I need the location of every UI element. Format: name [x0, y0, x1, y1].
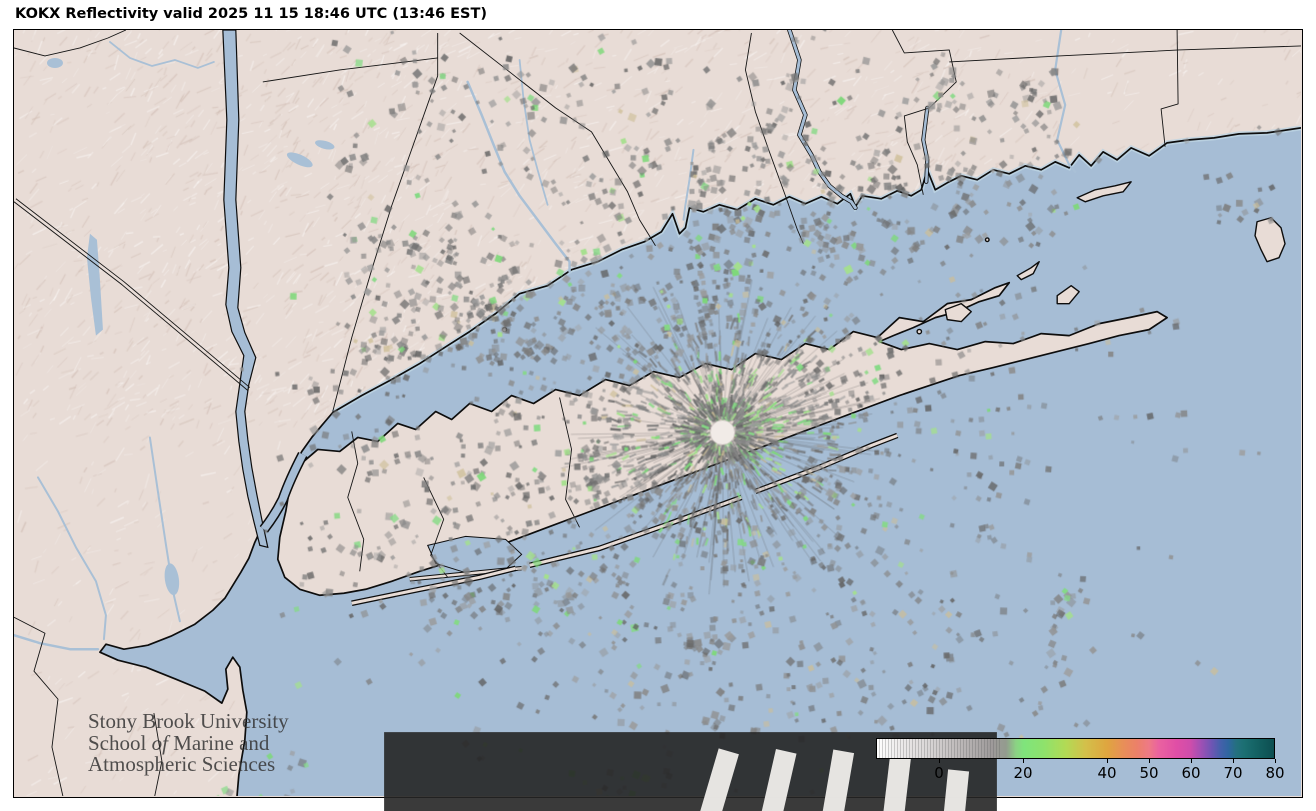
radar-speckle-canvas [14, 30, 1301, 796]
colorbar-tick-mark [1190, 759, 1192, 763]
colorbar-tick-label: 60 [1181, 764, 1201, 782]
colorbar-tick-label: 70 [1223, 764, 1243, 782]
colorbar-gradient [877, 739, 1274, 758]
colorbar-discrete-stripes [877, 739, 1001, 758]
colorbar-tick-label: 80 [1265, 764, 1285, 782]
reflectivity-colorbar: 0 20 40 50 60 70 80 [876, 738, 1285, 798]
colorbar-tick-mark [1149, 759, 1150, 763]
figure-title: KOKX Reflectivity valid 2025 11 15 18:46… [15, 6, 488, 22]
colorbar-tick-label: 40 [1097, 764, 1117, 782]
colorbar-tick-mark [1275, 759, 1276, 763]
colorbar-tick-mark [1233, 759, 1234, 763]
colorbar-tick-label: 20 [1013, 764, 1033, 782]
map-area: ★ Stony Brook University School of Marin… [13, 29, 1303, 811]
colorbar-tick-mark [1023, 759, 1024, 763]
colorbar-bar [876, 738, 1275, 759]
title-bar: KOKX Reflectivity valid 2025 11 15 18:46… [0, 0, 1316, 30]
colorbar-tick-mark [1107, 759, 1108, 763]
colorbar-tick-mark [939, 759, 940, 763]
colorbar-tick-label: 50 [1139, 764, 1159, 782]
colorbar-tick-label: 0 [934, 764, 944, 782]
